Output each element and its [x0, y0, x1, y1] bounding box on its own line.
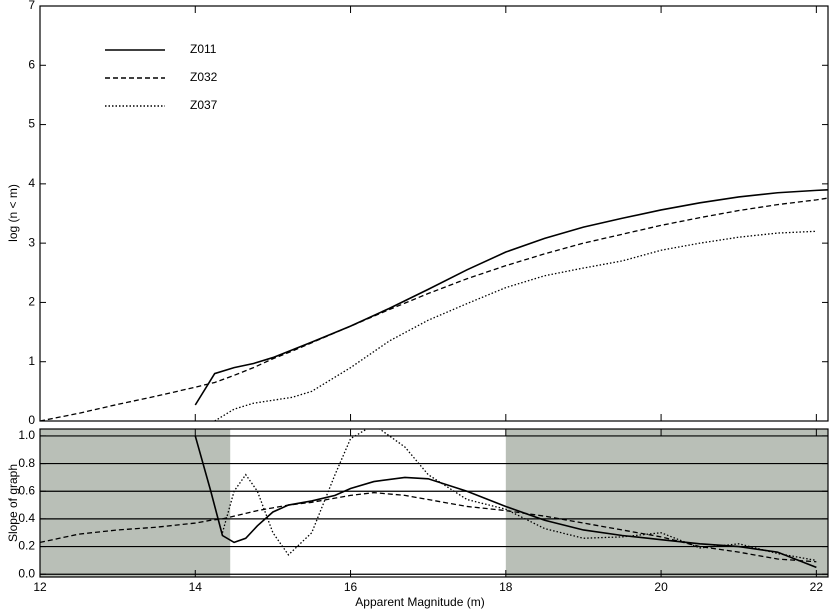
y-tick-label: 0	[28, 413, 35, 427]
legend-label: Z011	[190, 42, 217, 56]
plot-area	[40, 429, 828, 577]
series-line	[221, 429, 817, 562]
plot-frame	[39, 5, 829, 422]
y-tick-label: 0.0	[18, 566, 35, 580]
y-tick-label: 1.0	[18, 428, 35, 442]
shaded-region	[40, 429, 231, 577]
y-tick-label: 0.4	[18, 511, 35, 525]
x-tick-label: 22	[810, 580, 824, 594]
plot-frame	[39, 428, 829, 578]
series-line	[40, 197, 828, 421]
y-tick-label: 5	[28, 117, 35, 131]
x-tick-label: 16	[344, 580, 358, 594]
y-tick-label: 1	[28, 354, 35, 368]
y-tick-label: 6	[28, 57, 35, 71]
y-tick-label: 0.6	[18, 483, 35, 497]
legend-label: Z037	[190, 98, 218, 112]
y-tick-label: 2	[28, 295, 35, 309]
y-tick-label: 0.2	[18, 539, 35, 553]
series-line	[194, 188, 828, 406]
y-tick-label: 7	[28, 0, 35, 12]
y-axis-title: log (n < m)	[6, 184, 20, 242]
series-line	[214, 230, 817, 421]
x-tick-label: 20	[654, 580, 668, 594]
x-tick-label: 18	[499, 580, 513, 594]
y-tick-label: 4	[28, 176, 35, 190]
series-line	[194, 435, 817, 569]
series-line	[40, 491, 817, 563]
y-tick-label: 3	[28, 235, 35, 249]
x-tick-label: 12	[33, 580, 47, 594]
shaded-region	[505, 429, 828, 577]
y-tick-label: 0.8	[18, 456, 35, 470]
plot-area	[40, 188, 828, 421]
legend-label: Z032	[190, 70, 218, 84]
x-tick-label: 14	[189, 580, 203, 594]
y-axis-title: Slope of graph	[6, 464, 20, 542]
x-axis-title: Apparent Magnitude (m)	[355, 595, 484, 609]
